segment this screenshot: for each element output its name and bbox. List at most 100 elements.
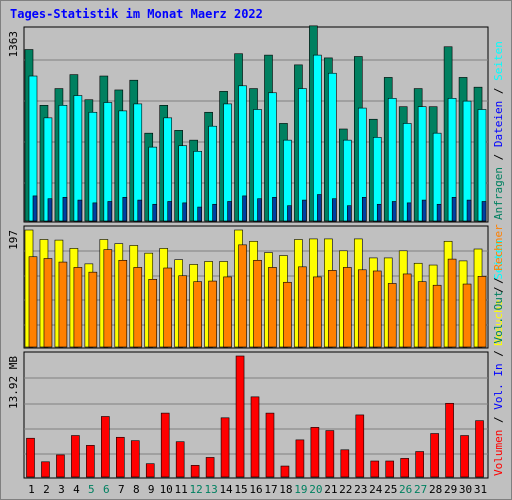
legend-anfragen: Anfragen <box>492 167 505 220</box>
day-label-3: 3 <box>58 483 65 496</box>
seiten-bar-day-28 <box>436 203 442 222</box>
seiten-bar-day-8 <box>137 199 143 222</box>
seiten-bar-day-18 <box>287 205 292 222</box>
volumen-bar-day-22 <box>340 449 350 478</box>
volumen-bar-day-12 <box>190 465 200 478</box>
seiten-bar-day-7 <box>122 197 128 222</box>
rechner-bar-day-29 <box>447 258 457 348</box>
panel-3-ymax-label: 13.92 MB <box>7 356 20 409</box>
rechner-bar-day-27 <box>417 281 427 348</box>
volumen-bar-day-2 <box>41 461 50 478</box>
day-label-15: 15 <box>234 483 247 496</box>
volumen-bar-day-5 <box>86 445 95 478</box>
rechner-bar-day-30 <box>462 283 472 348</box>
seiten-bar-day-1 <box>32 195 38 222</box>
seiten-bar-day-29 <box>451 197 457 222</box>
panel-3-legend: Volumen / Vol. In / Vol. Out / Rechner <box>492 224 505 476</box>
day-label-14: 14 <box>219 483 233 496</box>
volumen-bar-day-6 <box>101 416 110 478</box>
volumen-bar-day-30 <box>460 435 469 478</box>
seiten-bar-day-17 <box>272 197 277 222</box>
volumen-bar-day-17 <box>265 412 275 478</box>
volumen-bar-day-21 <box>325 430 335 478</box>
volumen-bar-day-14 <box>220 417 230 478</box>
rechner-bar-day-14 <box>223 276 232 348</box>
rechner-bar-day-18 <box>283 281 292 348</box>
legend-: / <box>492 344 505 364</box>
day-label-10: 10 <box>160 483 173 496</box>
rechner-bar-day-10 <box>163 267 173 348</box>
rechner-bar-day-15 <box>238 244 247 348</box>
legend-: / <box>492 271 505 291</box>
legend-volumen: Volumen <box>492 430 505 476</box>
seiten-bar-day-24 <box>376 203 382 222</box>
day-label-12: 12 <box>190 483 203 496</box>
rechner-bar-day-11 <box>178 275 187 348</box>
rechner-bar-day-22 <box>343 267 352 348</box>
volumen-bar-day-26 <box>400 458 409 478</box>
day-label-2: 2 <box>43 483 50 496</box>
day-label-4: 4 <box>73 483 80 496</box>
volumen-bar-day-24 <box>370 460 380 478</box>
rechner-bar-day-1 <box>28 256 38 348</box>
volumen-bar-day-1 <box>26 437 35 478</box>
chart-title: Tages-Statistik im Monat Maerz 2022 <box>10 7 263 21</box>
legend-besuche: Besuche <box>492 300 505 346</box>
seiten-bar-day-12 <box>197 206 202 222</box>
seiten-bar-day-16 <box>257 198 262 222</box>
seiten-bar-day-9 <box>152 203 158 222</box>
volumen-bar-day-11 <box>175 441 185 478</box>
seiten-bar-day-20 <box>317 194 322 222</box>
seiten-bar-day-13 <box>212 203 217 222</box>
day-label-7: 7 <box>118 483 125 496</box>
rechner-bar-day-25 <box>387 283 397 348</box>
legend-rechner: Rechner <box>492 224 505 271</box>
day-label-6: 6 <box>103 483 110 496</box>
day-label-5: 5 <box>88 483 95 496</box>
day-label-8: 8 <box>133 483 140 496</box>
volumen-bar-day-19 <box>295 439 305 478</box>
seiten-bar-day-10 <box>167 201 173 222</box>
rechner-bar-day-31 <box>477 276 487 348</box>
day-label-31: 31 <box>474 483 487 496</box>
volumen-bar-day-10 <box>160 412 170 478</box>
seiten-bar-day-30 <box>466 199 472 222</box>
seiten-bar-day-15 <box>242 195 247 222</box>
rechner-bar-day-12 <box>193 281 202 348</box>
rechner-bar-day-3 <box>58 261 68 348</box>
day-label-9: 9 <box>148 483 155 496</box>
seiten-bar-day-4 <box>77 199 83 222</box>
panel-2-legend: Besuche / Seiten <box>492 240 505 346</box>
day-label-27: 27 <box>414 483 427 496</box>
day-label-11: 11 <box>175 483 188 496</box>
rechner-bar-day-9 <box>148 278 158 348</box>
legend-vol-out: Vol. Out <box>492 291 505 344</box>
volumen-bar-day-9 <box>145 463 155 478</box>
rechner-bar-day-5 <box>88 271 98 348</box>
legend-separator: / <box>492 280 505 300</box>
legend-dateien: Dateien <box>492 101 505 147</box>
day-label-26: 26 <box>399 483 412 496</box>
day-label-19: 19 <box>294 483 307 496</box>
day-label-16: 16 <box>249 483 262 496</box>
seiten-bar-day-22 <box>347 205 352 222</box>
day-label-29: 29 <box>444 483 457 496</box>
rechner-bar-day-26 <box>402 273 412 348</box>
seiten-bar-day-23 <box>361 197 367 222</box>
rechner-bar-day-23 <box>357 269 367 348</box>
seiten-bar-day-14 <box>227 201 232 222</box>
seiten-bar-day-31 <box>481 201 487 222</box>
rechner-bar-day-2 <box>43 258 53 348</box>
seiten-bar-day-5 <box>92 202 98 222</box>
volumen-bar-day-29 <box>445 402 454 478</box>
volumen-bar-day-25 <box>385 460 395 478</box>
day-label-13: 13 <box>204 483 217 496</box>
seiten-bar-day-25 <box>391 201 397 222</box>
volumen-bar-day-27 <box>415 451 424 478</box>
volumen-bar-day-28 <box>430 433 439 478</box>
panel-2-ymax-label: 197 <box>7 230 20 250</box>
seiten-bar-day-2 <box>47 198 53 222</box>
day-label-24: 24 <box>369 483 383 496</box>
seiten-bar-day-6 <box>107 201 113 222</box>
